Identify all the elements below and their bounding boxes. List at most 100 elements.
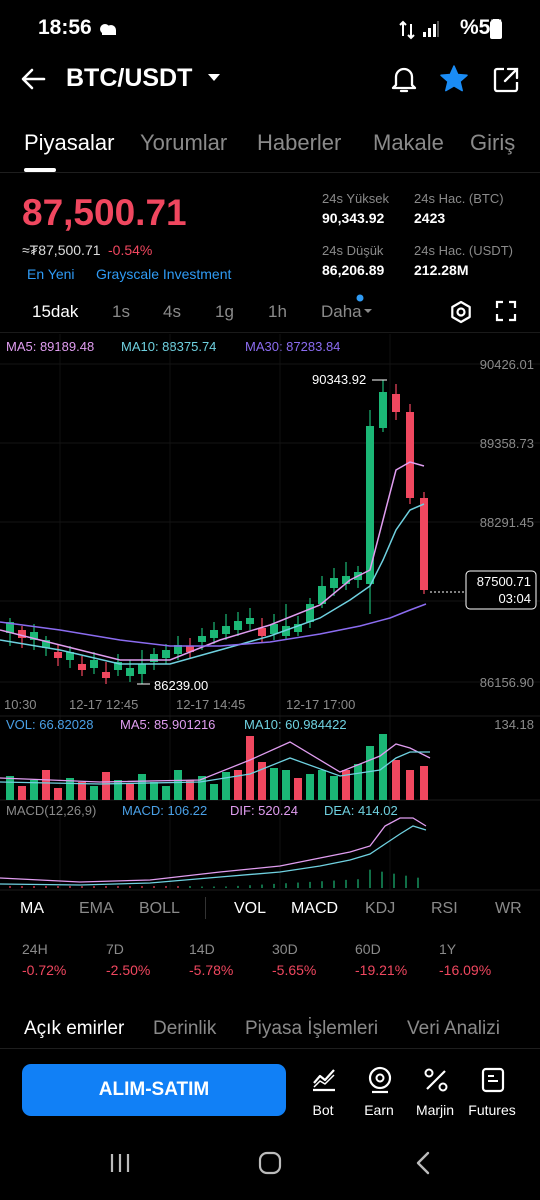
tool-bot-label: Bot (312, 1102, 334, 1118)
home-icon[interactable] (257, 1150, 283, 1176)
candle-body (306, 604, 314, 622)
candle-body (162, 650, 170, 658)
tab-giris[interactable]: Giriş (470, 130, 516, 155)
interval-1h[interactable]: 1h (268, 302, 287, 321)
recent-apps-icon[interactable] (108, 1150, 132, 1176)
indicator-kdj[interactable]: KDJ (365, 900, 396, 917)
dif-line (0, 817, 427, 883)
vol-btc-value: 2423 (414, 210, 446, 226)
indicator-rsi[interactable]: RSI (431, 900, 458, 917)
active-tab-indicator (24, 168, 56, 172)
daha-dropdown-icon[interactable] (354, 294, 376, 320)
pair-dropdown-icon[interactable] (206, 72, 222, 84)
perf-label: 7D (106, 941, 124, 957)
candle-body (406, 412, 414, 498)
divider (0, 332, 540, 333)
indicator-wr[interactable]: WR (495, 900, 522, 917)
ma-lines (0, 461, 427, 665)
perf-value: -0.72% (22, 962, 67, 978)
divider (0, 172, 540, 173)
perf-value: -5.65% (272, 962, 317, 978)
candle-body (318, 586, 326, 604)
chart-settings-icon[interactable] (449, 300, 473, 324)
ma5-line (0, 461, 425, 661)
perf-value: -16.09% (439, 962, 492, 978)
price-change: -0.54% (108, 242, 153, 258)
macd-value: MACD: 106.22 (122, 803, 207, 818)
candle-body (114, 662, 122, 670)
volume-bar (246, 736, 254, 800)
volume-bar (258, 762, 266, 800)
back-arrow-icon[interactable] (20, 66, 46, 92)
indicator-ema[interactable]: EMA (79, 900, 114, 917)
favorite-star-icon[interactable] (439, 64, 469, 94)
tab-haberler[interactable]: Haberler (257, 130, 342, 155)
indicator-vol[interactable]: VOL (234, 900, 267, 917)
volume-bar (330, 776, 338, 800)
volume-bar (318, 770, 326, 800)
volume-bars (0, 734, 431, 800)
nav-back-icon[interactable] (412, 1150, 434, 1176)
interval-1g[interactable]: 1g (215, 302, 234, 321)
tool-earn[interactable]: Earn (349, 1064, 409, 1120)
volume-bar (54, 788, 62, 800)
interval-15dak[interactable]: 15dak (32, 302, 79, 321)
price-box (465, 570, 537, 610)
candle-body (270, 624, 278, 634)
macd-title: MACD(12,26,9) (6, 803, 96, 818)
volume-bar (282, 770, 290, 800)
tab-derinlik[interactable]: Derinlik (153, 1018, 217, 1039)
perf-value: -5.78% (189, 962, 234, 978)
fullscreen-icon[interactable] (495, 300, 517, 322)
high-value: 90,343.92 (322, 210, 385, 226)
ma10-line (0, 503, 425, 665)
indicator-macd[interactable]: MACD (291, 900, 339, 917)
candle-body (234, 621, 242, 630)
tag-en-yeni[interactable]: En Yeni (27, 266, 75, 282)
tool-futures[interactable]: Futures (462, 1064, 522, 1120)
tab-veri-analizi[interactable]: Veri Analizi (407, 1018, 500, 1039)
tool-marjin[interactable]: Marjin (405, 1064, 465, 1120)
x-tick-4: 12-17 17:00 (286, 697, 355, 712)
perf-label: 14D (189, 941, 215, 957)
trade-button[interactable]: ALIM-SATIM (22, 1064, 286, 1116)
vol-btc-label: 24s Hac. (BTC) (414, 191, 504, 206)
perf-label: 60D (355, 941, 381, 957)
bell-icon[interactable] (390, 64, 418, 94)
perf-value: -19.21% (355, 962, 408, 978)
candle-body (30, 632, 38, 640)
interval-daha[interactable]: Daha (321, 302, 362, 321)
perf-label: 30D (272, 941, 298, 957)
tab-piyasalar[interactable]: Piyasalar (24, 130, 115, 155)
share-icon[interactable] (492, 66, 520, 94)
volume-bar (126, 784, 134, 800)
candle-body (54, 652, 62, 658)
candle-body (102, 672, 110, 678)
dif-value: DIF: 520.24 (230, 803, 298, 818)
indicator-boll[interactable]: BOLL (139, 900, 180, 917)
dea-line (0, 825, 427, 886)
candle-body (258, 628, 266, 636)
volume-bar (222, 772, 230, 800)
pair-title[interactable]: BTC/USDT (66, 64, 193, 92)
candlestick-chart[interactable]: 90426.01 89358.73 88291.45 86156.90 9034… (0, 334, 540, 894)
tag-grayscale[interactable]: Grayscale Investment (96, 266, 232, 282)
high-label: 24s Yüksek (322, 191, 389, 206)
tab-acik-emirler[interactable]: Açık emirler (24, 1018, 125, 1039)
tool-earn-label: Earn (364, 1102, 394, 1118)
candle-body (150, 654, 158, 662)
interval-4s[interactable]: 4s (163, 302, 181, 321)
indicator-ma[interactable]: MA (20, 900, 44, 917)
tab-piyasa-islemleri[interactable]: Piyasa İşlemleri (245, 1018, 379, 1039)
last-price: 87,500.71 (22, 192, 187, 233)
volume-bar (90, 786, 98, 800)
tool-bot[interactable]: Bot (293, 1064, 353, 1120)
tab-makale[interactable]: Makale (373, 130, 444, 155)
price-box-value: 87500.71 (477, 574, 531, 589)
volume-bar (42, 770, 50, 800)
tab-yorumlar[interactable]: Yorumlar (140, 130, 228, 155)
candle-body (6, 622, 14, 633)
volume-bar (342, 770, 350, 800)
interval-1s[interactable]: 1s (112, 302, 130, 321)
low-value: 86,206.89 (322, 262, 385, 278)
